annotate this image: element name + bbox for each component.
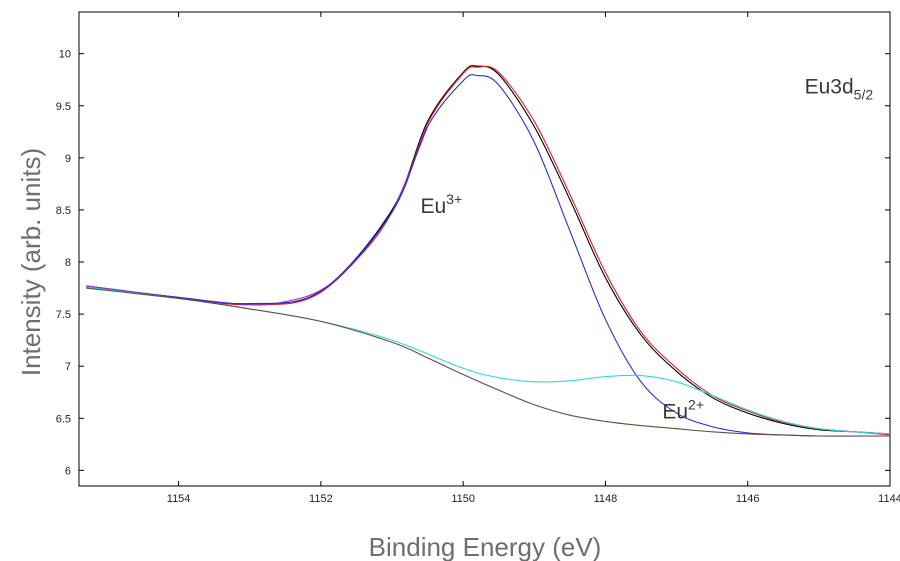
x-axis-title: Binding Energy (eV) xyxy=(369,532,602,561)
x-tick-label: 1146 xyxy=(736,493,760,505)
plot-area-frame xyxy=(78,11,891,487)
series-line-3 xyxy=(86,74,891,437)
annotation-label: Eu3d5/2 xyxy=(805,75,874,102)
x-tick-label: 1148 xyxy=(594,493,618,505)
annotation-label: Eu3+ xyxy=(420,191,462,218)
x-tick-label: 1154 xyxy=(167,493,191,505)
y-tick-label: 7 xyxy=(65,361,71,373)
x-tick-label: 1144 xyxy=(878,493,900,505)
annotation-superscript: 2+ xyxy=(688,396,704,412)
y-tick-label: 10 xyxy=(59,49,71,61)
peak-annotations: Eu3+Eu2+Eu3d5/2 xyxy=(420,75,873,423)
annotation-base: Eu xyxy=(420,195,446,218)
y-tick-label: 8.5 xyxy=(56,205,71,217)
annotation-base: Eu xyxy=(662,400,688,423)
spectrum-curves xyxy=(86,65,891,437)
series-line-4 xyxy=(86,286,891,435)
x-tick-label: 1150 xyxy=(451,493,475,505)
annotation-label: Eu2+ xyxy=(662,396,704,423)
y-tick-label: 6.5 xyxy=(56,413,71,425)
y-axis-ticks: 6 6.5 7 7.5 8 8.5 9 9.5 10 xyxy=(56,49,890,477)
y-tick-label: 7.5 xyxy=(56,309,71,321)
x-axis-ticks: 1154 1152 1150 1148 1146 1144 xyxy=(167,12,900,505)
series-line-0 xyxy=(86,65,891,435)
annotation-base: Eu3d xyxy=(805,75,854,98)
annotation-superscript: 3+ xyxy=(446,191,462,207)
series-line-2 xyxy=(86,126,429,306)
y-tick-label: 9 xyxy=(65,153,71,165)
series-line-1 xyxy=(86,65,891,436)
annotation-subscript: 5/2 xyxy=(854,86,874,102)
y-tick-label: 8 xyxy=(65,257,71,269)
series-line-5 xyxy=(86,287,890,437)
y-tick-label: 9.5 xyxy=(56,101,71,113)
x-tick-label: 1152 xyxy=(309,493,333,505)
y-tick-label: 6 xyxy=(65,465,71,477)
y-axis-title: Intensity (arb. units) xyxy=(16,148,46,376)
